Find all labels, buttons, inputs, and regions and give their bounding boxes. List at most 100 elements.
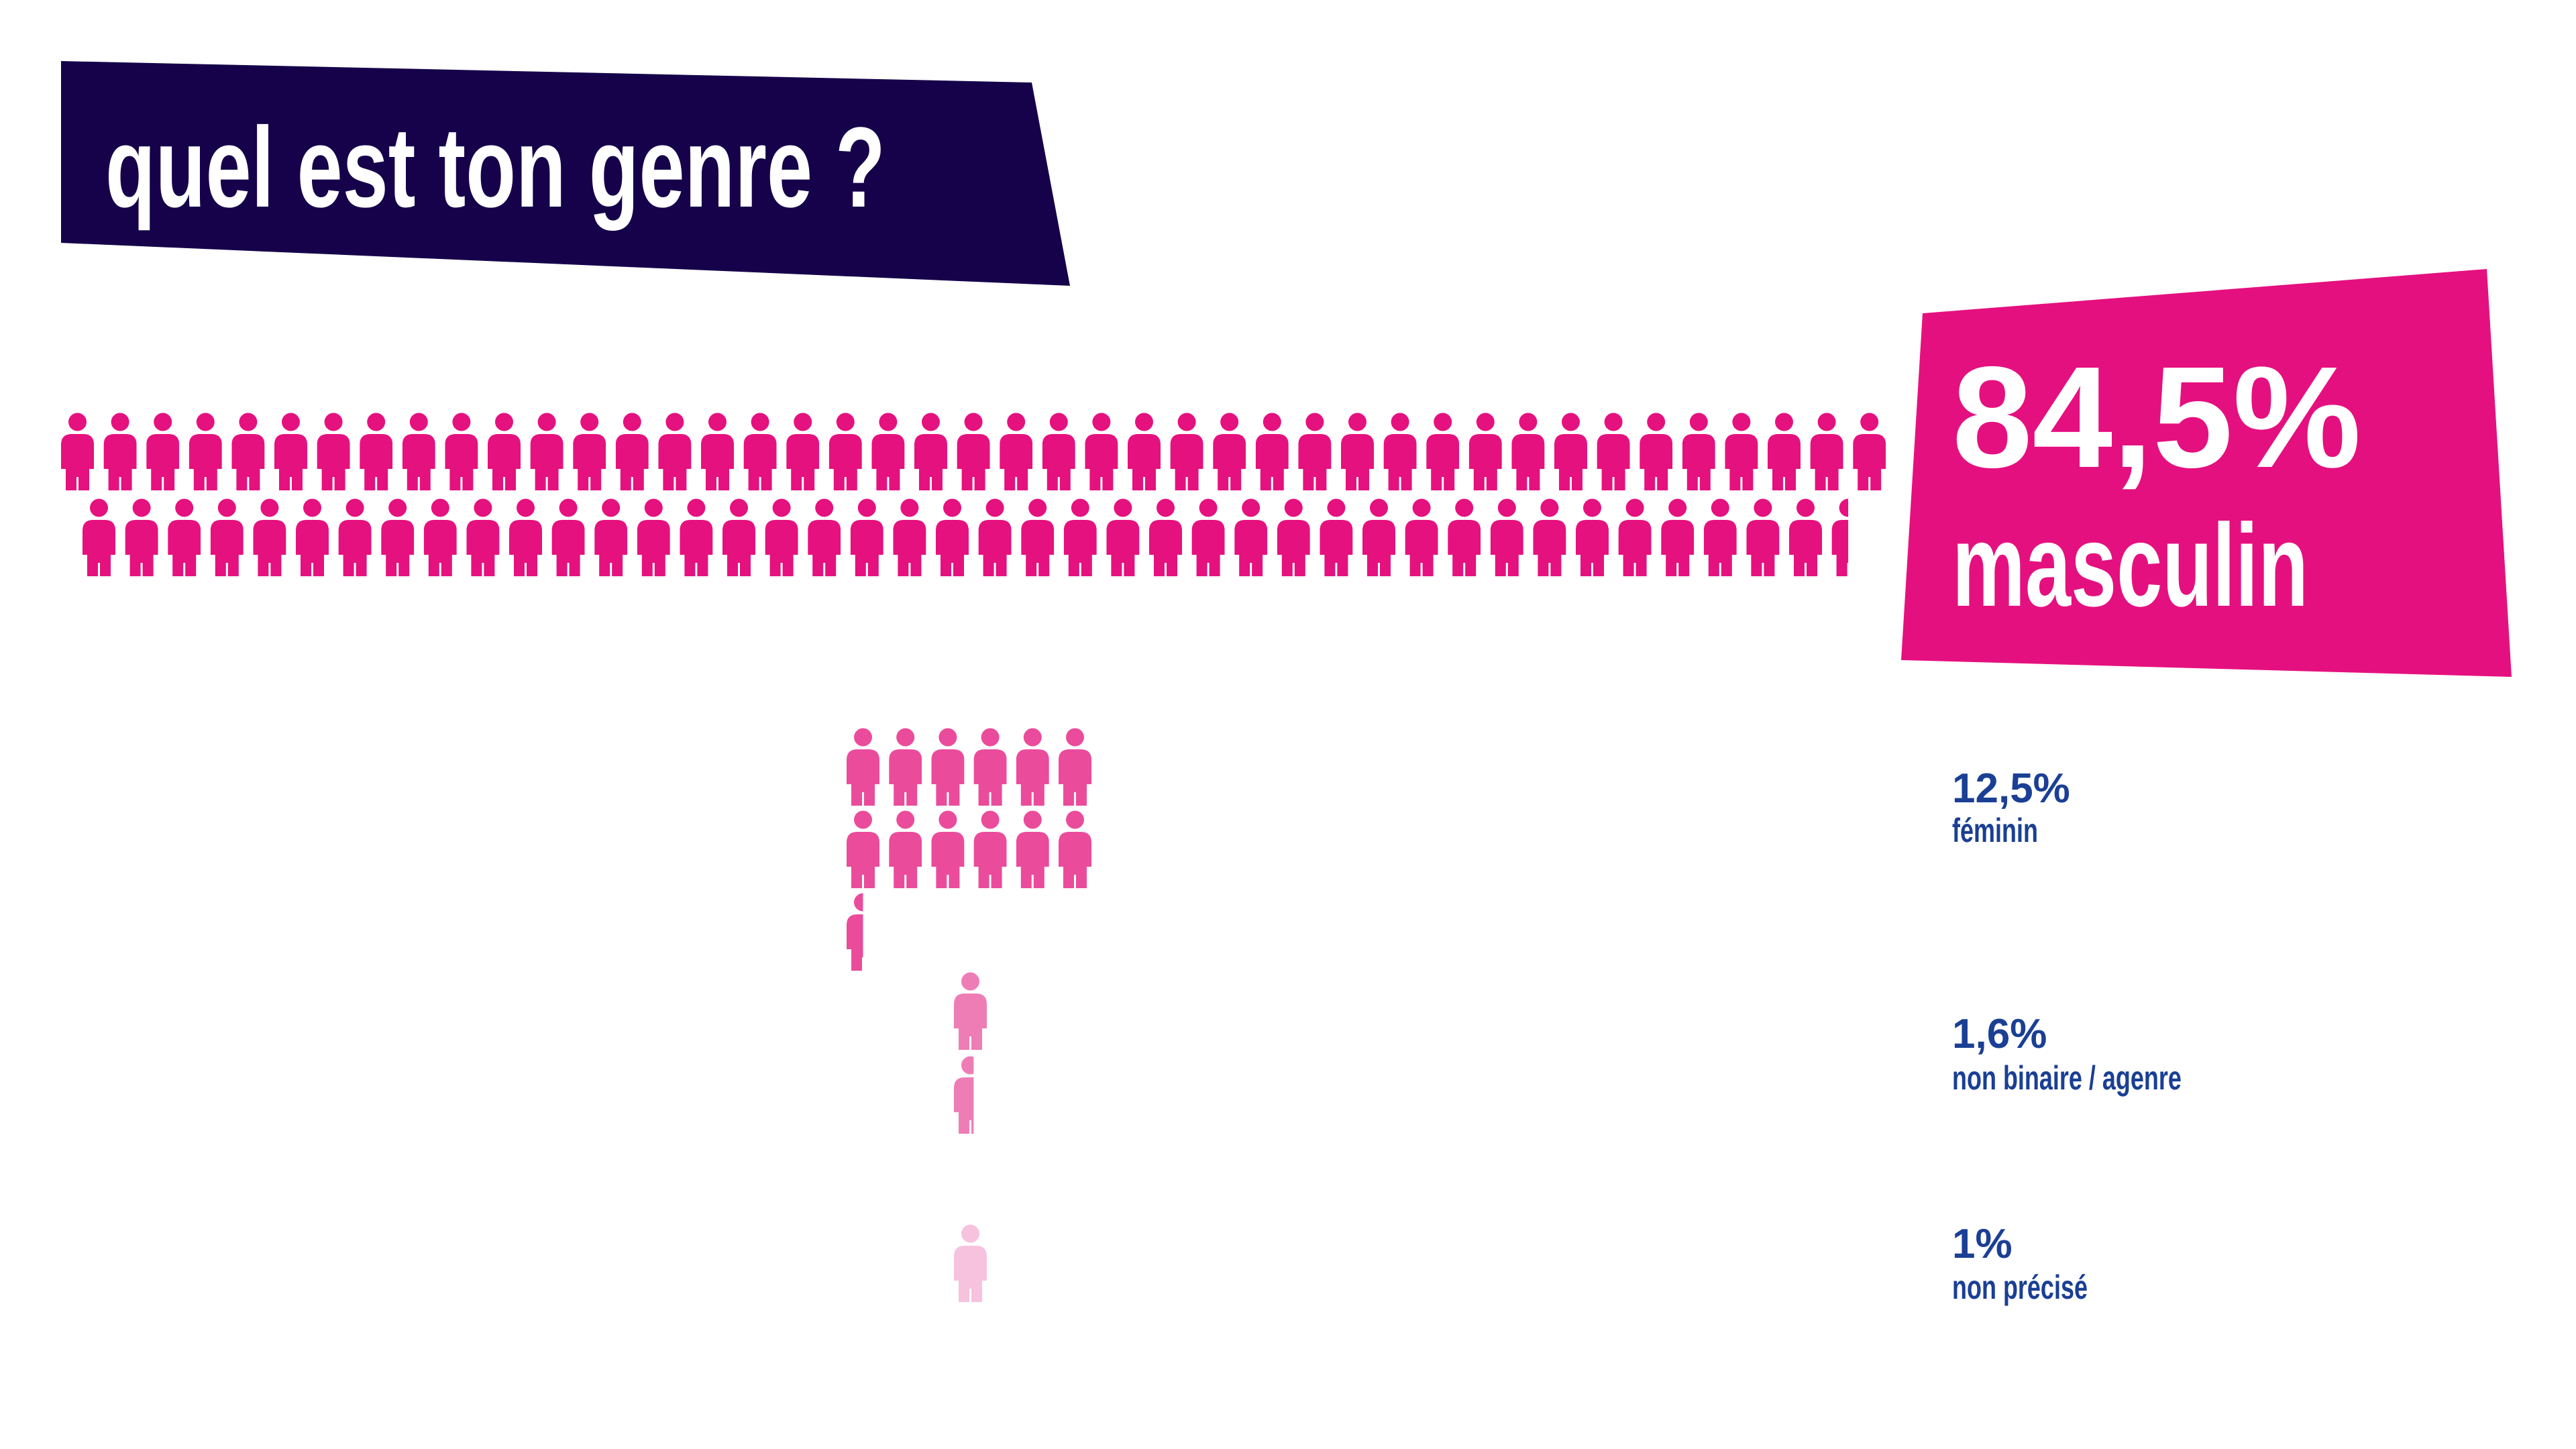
person-icon: [381, 498, 415, 576]
person-icon: [466, 498, 500, 576]
icon-head: [938, 728, 957, 747]
icon-body: [743, 434, 777, 490]
icon-head: [345, 498, 364, 517]
person-icon: [722, 498, 755, 576]
icon-body: [1383, 434, 1417, 490]
icon-body: [189, 434, 222, 490]
icon-body: [1170, 434, 1203, 490]
person-icon: [1853, 413, 1886, 490]
person-icon: [423, 498, 457, 576]
person-icon: [1213, 413, 1246, 490]
icon-head: [452, 413, 471, 431]
icon-body: [1831, 520, 1849, 576]
person-icon: [296, 498, 329, 576]
person-icon: [1149, 498, 1182, 576]
icon-head: [239, 413, 258, 431]
icon-head: [196, 413, 215, 431]
person-icon: [530, 413, 564, 490]
person-icon: [615, 413, 649, 490]
category-label: féminin: [1952, 812, 2038, 849]
person-icon: [1533, 498, 1566, 576]
icon-body: [847, 749, 879, 806]
icon-head: [1860, 413, 1879, 431]
icon-body: [1533, 520, 1566, 576]
icon-head: [1689, 413, 1708, 431]
icon-head: [1199, 498, 1218, 517]
person-icon: [210, 498, 244, 576]
person-icon: [1063, 498, 1097, 576]
person-icon: [808, 498, 841, 576]
icon-head: [1647, 413, 1666, 431]
icon-head: [132, 498, 151, 517]
person-icon: [1016, 728, 1049, 806]
icon-body: [978, 520, 1012, 576]
icon-body: [1725, 434, 1758, 490]
icon-body: [931, 749, 965, 806]
category-label: masculin: [1952, 500, 2308, 631]
icon-head: [175, 498, 194, 517]
icon-head: [1066, 810, 1084, 829]
icon-head: [1284, 498, 1303, 517]
person-icon: [936, 498, 969, 576]
icon-body: [1746, 520, 1780, 576]
person-icon: [1341, 413, 1374, 490]
icon-body: [1405, 520, 1438, 576]
icon-head: [1007, 413, 1026, 431]
person-icon: [360, 413, 393, 490]
icon-head: [1135, 413, 1153, 431]
person-icon: [1831, 498, 1849, 576]
icon-body: [847, 832, 879, 888]
icon-head: [1157, 498, 1175, 517]
person-icon: [231, 413, 265, 490]
icon-body: [1448, 520, 1481, 576]
icon-body: [1597, 434, 1630, 490]
icon-head: [857, 498, 876, 517]
icon-body: [594, 520, 628, 576]
icon-group: [847, 728, 1091, 971]
person-icon: [1640, 413, 1673, 490]
icon-body: [786, 434, 820, 490]
icon-head: [900, 498, 919, 517]
icon-head: [1625, 498, 1644, 517]
icon-head: [1434, 413, 1452, 431]
title-banner: [61, 61, 1070, 286]
icon-head: [431, 498, 449, 517]
person-icon: [1448, 498, 1481, 576]
icon-body: [1128, 434, 1161, 490]
icon-head: [1092, 413, 1111, 431]
icon-head: [324, 413, 343, 431]
person-icon: [1426, 413, 1460, 490]
icon-body: [1810, 434, 1843, 490]
icon-body: [125, 520, 158, 576]
person-icon: [1059, 728, 1091, 806]
icon-body: [317, 434, 350, 490]
icon-head: [559, 498, 578, 517]
icon-head: [154, 413, 172, 431]
icon-head: [922, 413, 940, 431]
icon-head: [854, 810, 872, 829]
person-icon: [1128, 413, 1161, 490]
person-icon: [189, 413, 222, 490]
person-icon: [317, 413, 350, 490]
value-label: 12,5%: [1952, 765, 2070, 812]
person-icon: [1059, 810, 1091, 888]
icon-body: [338, 520, 372, 576]
icon-head: [1604, 413, 1623, 431]
person-icon: [637, 498, 670, 576]
person-icon: [1682, 413, 1715, 490]
icon-body: [914, 434, 947, 490]
person-icon: [1554, 413, 1587, 490]
icon-head: [303, 498, 321, 517]
person-icon: [1320, 498, 1353, 576]
person-icon: [551, 498, 585, 576]
icon-body: [1042, 434, 1075, 490]
person-icon: [954, 1224, 987, 1302]
icon-head: [1023, 810, 1042, 829]
icon-body: [871, 434, 905, 490]
icon-head: [854, 893, 863, 912]
icon-body: [1149, 520, 1182, 576]
person-icon: [954, 972, 987, 1050]
icon-body: [957, 434, 990, 490]
person-icon: [850, 498, 883, 576]
icon-head: [1711, 498, 1729, 517]
